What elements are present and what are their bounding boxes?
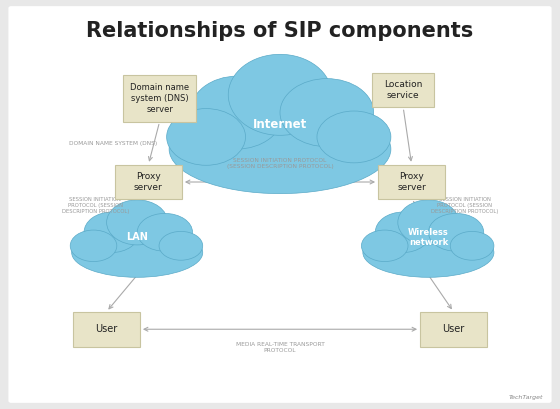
Text: Relationships of SIP components: Relationships of SIP components: [86, 21, 474, 40]
FancyBboxPatch shape: [115, 164, 182, 199]
Text: User: User: [95, 324, 118, 334]
Ellipse shape: [361, 230, 408, 262]
Ellipse shape: [70, 230, 117, 262]
Text: Internet: Internet: [253, 118, 307, 131]
Text: Wireless
network: Wireless network: [408, 227, 449, 247]
FancyBboxPatch shape: [123, 74, 196, 122]
Ellipse shape: [106, 200, 168, 245]
Text: TechTarget: TechTarget: [508, 395, 543, 400]
Ellipse shape: [72, 228, 203, 277]
FancyBboxPatch shape: [8, 6, 552, 403]
Ellipse shape: [280, 79, 374, 147]
Ellipse shape: [398, 200, 459, 245]
Ellipse shape: [190, 76, 284, 149]
Ellipse shape: [169, 105, 391, 193]
Text: MEDIA REAL-TIME TRANSPORT
PROTOCOL: MEDIA REAL-TIME TRANSPORT PROTOCOL: [236, 342, 324, 353]
Text: Domain name
system (DNS)
server: Domain name system (DNS) server: [130, 83, 189, 114]
Text: LAN: LAN: [126, 232, 148, 242]
Ellipse shape: [84, 212, 139, 252]
Ellipse shape: [363, 228, 494, 277]
Ellipse shape: [159, 231, 203, 260]
Ellipse shape: [137, 213, 193, 251]
Ellipse shape: [375, 212, 431, 252]
Ellipse shape: [167, 108, 245, 165]
Text: Proxy
server: Proxy server: [397, 172, 426, 192]
Text: SESSION INITIATION PROTOCOL
(SESSION DESCRIPTION PROTOCOL): SESSION INITIATION PROTOCOL (SESSION DES…: [227, 158, 333, 169]
Text: Proxy
server: Proxy server: [134, 172, 163, 192]
Text: DOMAIN NAME SYSTEM (DNS): DOMAIN NAME SYSTEM (DNS): [68, 141, 157, 146]
Text: User: User: [442, 324, 465, 334]
Text: Location
service: Location service: [384, 80, 422, 100]
Text: SESSION INITIATION
PROTOCOL (SESSION
DESCRIPTION PROTOCOL): SESSION INITIATION PROTOCOL (SESSION DES…: [62, 198, 129, 214]
Ellipse shape: [450, 231, 494, 260]
Text: SESSION INITIATION
PROTOCOL (SESSION
DESCRIPTION PROTOCOL): SESSION INITIATION PROTOCOL (SESSION DES…: [431, 198, 498, 214]
Ellipse shape: [228, 54, 332, 135]
Ellipse shape: [317, 111, 391, 163]
FancyBboxPatch shape: [73, 312, 140, 347]
Ellipse shape: [428, 213, 484, 251]
FancyBboxPatch shape: [378, 164, 445, 199]
FancyBboxPatch shape: [420, 312, 487, 347]
FancyBboxPatch shape: [372, 72, 434, 107]
